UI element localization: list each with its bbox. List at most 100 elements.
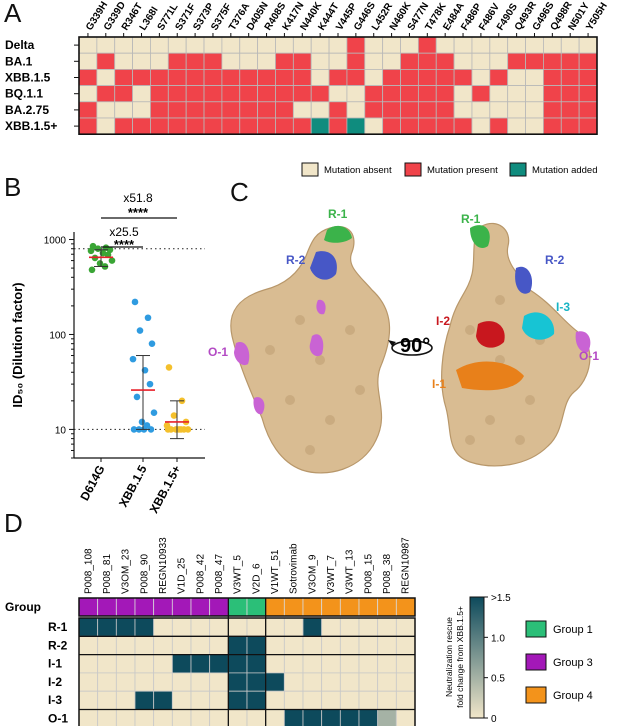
epitope-o1-left [234,341,250,366]
heatmap-d-cell [134,709,155,726]
heatmap-a-cell [382,36,401,54]
heatmap-a-cell [167,52,187,70]
data-point [146,380,154,388]
heatmap-a-cell [578,117,598,135]
heatmap-a-cell [150,69,169,87]
group-cell [78,597,99,617]
heatmap-a-cell [132,85,151,103]
heatmap-a-cell [96,101,116,119]
heatmap-a-cell [275,36,294,54]
heatmap-a-cell [417,101,437,119]
heatmap-d-cell [97,635,117,655]
heatmap-a-cell [78,117,98,135]
heatmap-a-cell [364,117,384,135]
heatmap-d-cell [227,690,248,710]
heatmap-d-cell [321,690,341,710]
legend-a-label: Mutation added [532,165,598,176]
heatmap-d-cell [227,672,248,692]
heatmap-a-row-label: BA.2.75 [5,103,49,117]
heatmap-a-cell [150,36,169,54]
legend-a-label: Mutation absent [324,165,392,176]
panel-letter-b: B [4,172,22,202]
x-tick-label: XBB.1.5+ [147,463,184,516]
heatmap-a-cell [507,52,526,70]
heatmap-a-cell [292,52,312,70]
data-point [106,246,114,254]
heatmap-d-col-label: V3WT_7 [326,555,337,594]
heatmap-a-cell [150,52,169,70]
heatmap-a-cell [257,36,276,54]
colorbar-title: fold change from XBB.1.5+ [455,606,465,708]
rotation-arrow-head [388,340,396,346]
heatmap-a-cell [114,52,133,70]
heatmap-d-cell [115,654,136,674]
heatmap-a-cell [78,52,98,70]
group-cell [171,597,192,617]
heatmap-a-cell [417,52,437,70]
heatmap-a-cell [578,101,598,119]
heatmap-d-cell [377,654,397,674]
heatmap-d-cell [358,617,379,637]
heatmap-d-cell [97,690,117,710]
heatmap-a-cell [239,36,259,54]
heatmap-d-cell [265,617,285,637]
epitope-i3-right [522,312,555,340]
heatmap-a-cell [525,36,544,54]
epitope-left-patch [309,334,324,357]
heatmap-d-cell [283,690,304,710]
heatmap-a-cell [543,52,562,70]
heatmap-a-cell [185,101,205,119]
heatmap-d-col-label: P008_15 [363,554,374,594]
heatmap-d-cell [134,635,155,655]
heatmap-d-cell [377,672,397,692]
heatmap-a-cell [275,52,294,70]
heatmap-d-row-label: I-3 [48,693,62,707]
heatmap-a-cell [310,101,330,119]
heatmap-a-cell [471,117,491,135]
heatmap-a-cell [578,85,598,103]
heatmap-d-cell [321,654,341,674]
heatmap-d-cell [265,690,285,710]
heatmap-d-cell [171,690,192,710]
heatmap-d-frame [78,617,416,726]
heatmap-a-cell [525,85,544,103]
heatmap-a-cell [560,101,580,119]
heatmap-a-cell [382,69,401,87]
heatmap-d-cell [78,690,99,710]
heatmap-a-cell [525,117,544,135]
heatmap-d-cell [153,617,173,637]
heatmap-a-cell [167,117,187,135]
heatmap-d-cell [302,690,323,710]
heatmap-d-cell [246,672,267,692]
heatmap-d-cell [78,672,99,692]
region-label-right: R-2 [545,253,565,267]
heatmap-a-cell [435,85,455,103]
heatmap-d-cell [78,654,99,674]
heatmap-a-cell [275,101,294,119]
heatmap-d-cell [377,709,397,726]
protein-surface-right [441,222,591,467]
colorbar-tick-label: >1.5 [491,593,511,604]
group-cell [377,597,397,617]
heatmap-d-cell [171,617,192,637]
surface-texture [495,295,505,305]
heatmap-a-cell [132,117,151,135]
surface-texture [345,325,355,335]
heatmap-a-cell [78,85,98,103]
heatmap-a-cell [328,36,348,54]
heatmap-d-col-label: P008_108 [83,548,94,594]
heatmap-d-cell [339,690,360,710]
heatmap-d-cell [153,654,173,674]
heatmap-a-cell [78,69,98,87]
surface-texture [305,445,315,455]
heatmap-d-col-label: REGN10987 [401,537,412,594]
heatmap-a-row-label: XBB.1.5+ [5,119,57,133]
heatmap-a-cell [185,36,205,54]
heatmap-a-cell [471,101,491,119]
heatmap-d-cell [190,709,211,726]
heatmap-a-row-label: BQ.1.1 [5,87,43,101]
heatmap-a-cell [507,36,526,54]
heatmap-d-cell [395,690,416,710]
surface-texture [515,435,525,445]
heatmap-a-cell [239,85,259,103]
